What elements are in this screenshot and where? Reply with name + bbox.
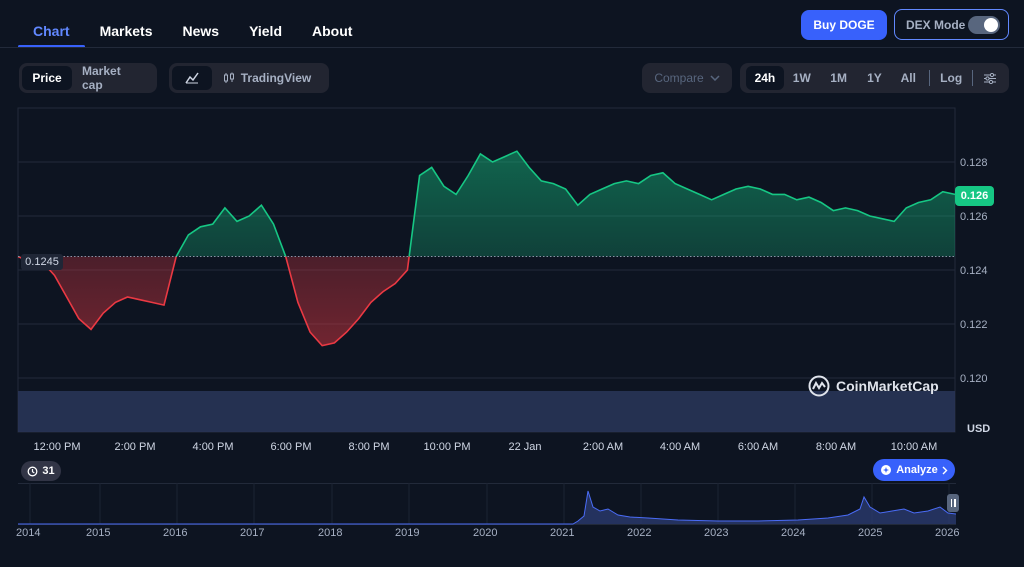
x-tick-label: 4:00 AM: [660, 441, 700, 453]
sliders-icon: [984, 72, 997, 84]
chart-type-switch: TradingView: [169, 63, 329, 93]
compare-label: Compare: [654, 71, 704, 85]
year-label: 2015: [86, 527, 111, 539]
year-label: 2014: [16, 527, 41, 539]
x-tick-label: 2:00 PM: [115, 441, 156, 453]
history-icon: [27, 466, 38, 476]
range-1w[interactable]: 1W: [792, 71, 811, 85]
settings-separator: [972, 70, 974, 86]
baseline-price-tag: 0.1245: [21, 254, 63, 270]
x-tick-label: 6:00 AM: [738, 441, 778, 453]
y-axis: 0.128 0.126 0.124 0.122 0.120: [960, 157, 988, 385]
line-chart-option[interactable]: [172, 66, 212, 90]
range-separator: [929, 70, 931, 86]
y-tick-label: 0.124: [960, 265, 988, 277]
log-toggle[interactable]: Log: [940, 71, 963, 85]
compare-dropdown[interactable]: Compare: [642, 63, 732, 93]
year-label: 2017: [240, 527, 265, 539]
y-tick-label: 0.122: [960, 319, 988, 331]
navigator-handle[interactable]: [947, 494, 959, 512]
y-tick-label: 0.120: [960, 373, 988, 385]
year-label: 2020: [473, 527, 498, 539]
chevron-right-icon: [942, 466, 948, 474]
navigator-line: [18, 490, 956, 525]
history-count: 31: [42, 465, 55, 477]
volume-bars: [18, 390, 955, 432]
x-tick-label: 10:00 AM: [891, 441, 937, 453]
tab-markets[interactable]: Markets: [99, 23, 153, 39]
history-button[interactable]: 31: [21, 461, 61, 481]
year-label: 2024: [781, 527, 806, 539]
x-tick-label: 10:00 PM: [423, 441, 470, 453]
x-tick-label: 4:00 PM: [193, 441, 234, 453]
price-area-up: [18, 151, 955, 257]
line-chart-icon: [185, 72, 199, 84]
y-tick-label: 0.128: [960, 157, 988, 169]
dex-mode-button[interactable]: DEX Mode: [894, 9, 1009, 40]
tab-news[interactable]: News: [182, 23, 220, 39]
tradingview-option[interactable]: TradingView: [212, 66, 322, 90]
price-chart[interactable]: 0.128 0.126 0.124 0.122 0.120 12:00 PM 2:00 P…: [0, 105, 1024, 465]
year-label: 2018: [318, 527, 343, 539]
coinmarketcap-logo-icon: [808, 375, 830, 397]
x-axis: 12:00 PM 2:00 PM 4:00 PM 6:00 PM 8:00 PM 10:0…: [33, 441, 937, 453]
price-line-down: [17, 256, 410, 347]
x-tick-label: 2:00 AM: [583, 441, 623, 453]
x-tick-label: 12:00 PM: [33, 441, 80, 453]
range-1m[interactable]: 1M: [830, 71, 847, 85]
range-all[interactable]: All: [900, 71, 916, 85]
x-tick-label: 8:00 PM: [349, 441, 390, 453]
year-label: 2021: [550, 527, 575, 539]
range-switch: 24h 1W 1M 1Y All Log: [740, 63, 1009, 93]
price-option[interactable]: Price: [22, 66, 72, 90]
x-tick-label: 22 Jan: [508, 441, 541, 453]
marketcap-option[interactable]: Market cap: [82, 64, 121, 92]
year-label: 2026: [935, 527, 960, 539]
chevron-down-icon: [710, 75, 720, 81]
currency-label: USD: [967, 423, 991, 435]
settings-button[interactable]: [977, 66, 1003, 90]
header-divider: [0, 47, 1024, 48]
tab-chart[interactable]: Chart: [18, 0, 85, 48]
analyze-button[interactable]: Analyze: [873, 459, 955, 481]
navigator-area: [18, 491, 956, 524]
ai-sparkle-icon: [881, 465, 892, 475]
analyze-label: Analyze: [896, 464, 938, 476]
tradingview-label: TradingView: [240, 71, 312, 85]
tab-yield[interactable]: Yield: [249, 23, 282, 39]
current-price-tag: 0.126: [955, 186, 994, 206]
year-label: 2025: [858, 527, 883, 539]
y-tick-label: 0.126: [960, 211, 988, 223]
dex-mode-toggle[interactable]: [968, 16, 1000, 34]
tab-about[interactable]: About: [312, 23, 353, 39]
brand-name: CoinMarketCap: [836, 378, 939, 394]
price-area-down: [18, 256, 955, 346]
navigator-chart: [18, 483, 956, 525]
dex-mode-label: DEX Mode: [906, 17, 966, 32]
main-tabs: Chart Markets News Yield About: [18, 0, 367, 48]
buy-doge-button[interactable]: Buy DOGE: [801, 10, 887, 40]
year-label: 2023: [704, 527, 729, 539]
year-label: 2022: [627, 527, 652, 539]
x-tick-label: 8:00 AM: [816, 441, 856, 453]
range-1y[interactable]: 1Y: [867, 71, 882, 85]
coinmarketcap-watermark: CoinMarketCap: [808, 375, 939, 397]
price-line-up: [18, 150, 956, 257]
range-24h[interactable]: 24h: [746, 66, 784, 90]
year-label: 2016: [163, 527, 188, 539]
x-tick-label: 6:00 PM: [271, 441, 312, 453]
candlestick-icon: [223, 72, 234, 83]
year-label: 2019: [395, 527, 420, 539]
price-marketcap-switch: Price Market cap: [19, 63, 157, 93]
